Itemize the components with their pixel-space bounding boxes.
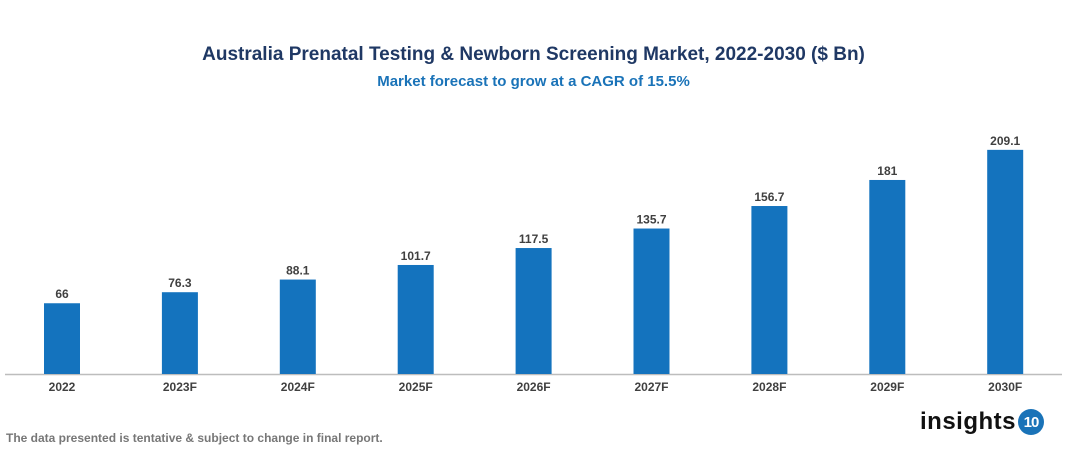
data-label: 209.1	[990, 134, 1020, 148]
bar-2023F	[161, 292, 198, 374]
bar-2028F	[751, 206, 788, 374]
data-label: 135.7	[636, 213, 666, 227]
data-label: 76.3	[168, 276, 192, 290]
x-tick-label: 2022	[49, 380, 76, 394]
bar-2025F	[397, 264, 434, 374]
footnote: The data presented is tentative & subjec…	[6, 431, 383, 445]
data-label: 181	[877, 164, 897, 178]
data-label: 66	[55, 287, 69, 301]
x-tick-label: 2024F	[281, 380, 315, 394]
x-tick-label: 2027F	[634, 380, 668, 394]
logo-text: insights	[920, 408, 1017, 435]
bar-2027F	[633, 228, 670, 374]
insights10-logo: insights 10	[920, 408, 1045, 436]
x-tick-label: 2028F	[752, 380, 786, 394]
data-label: 156.7	[754, 190, 784, 204]
bar-2022	[44, 303, 80, 374]
bar-2029F	[869, 179, 906, 374]
data-label: 117.5	[519, 232, 549, 246]
data-label: 88.1	[286, 264, 310, 278]
bar-2026F	[515, 248, 552, 374]
x-tick-label: 2029F	[870, 380, 904, 394]
x-tick-label: 2023F	[163, 380, 197, 394]
bar-2024F	[279, 279, 316, 374]
chart-title: Australia Prenatal Testing & Newborn Scr…	[202, 44, 865, 65]
logo-badge: 10	[1018, 409, 1045, 435]
x-tick-label: 2030F	[988, 380, 1022, 394]
x-tick-label: 2025F	[399, 380, 433, 394]
bar-2030F	[987, 149, 1024, 374]
chart-subtitle: Market forecast to grow at a CAGR of 15.…	[377, 73, 690, 90]
x-tick-label: 2026F	[517, 380, 551, 394]
data-label: 101.7	[401, 249, 431, 263]
